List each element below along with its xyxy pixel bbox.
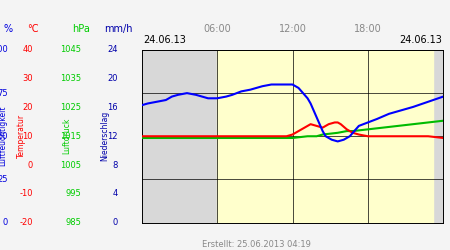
- Bar: [217, 50, 433, 222]
- Text: 18:00: 18:00: [354, 24, 382, 34]
- Text: 1025: 1025: [60, 103, 81, 112]
- Text: 40: 40: [22, 46, 33, 54]
- Text: 12: 12: [108, 132, 118, 141]
- Text: 0: 0: [112, 218, 118, 227]
- Text: 100: 100: [0, 46, 8, 54]
- Text: 1005: 1005: [60, 160, 81, 170]
- Text: 20: 20: [108, 74, 118, 83]
- Text: 4: 4: [112, 189, 118, 198]
- Text: 985: 985: [65, 218, 81, 227]
- Text: 995: 995: [65, 189, 81, 198]
- Text: 10: 10: [22, 132, 33, 141]
- Text: 1035: 1035: [60, 74, 81, 83]
- Text: 24: 24: [108, 46, 118, 54]
- Text: 1045: 1045: [60, 46, 81, 54]
- Text: 50: 50: [0, 132, 8, 141]
- Text: 0: 0: [27, 160, 33, 170]
- Text: 75: 75: [0, 88, 8, 98]
- Text: 06:00: 06:00: [203, 24, 231, 34]
- Text: 24.06.13: 24.06.13: [399, 35, 442, 45]
- Text: °C: °C: [27, 24, 39, 34]
- Text: 8: 8: [112, 160, 118, 170]
- Text: 12:00: 12:00: [279, 24, 306, 34]
- Text: Luftfeuchtigkeit: Luftfeuchtigkeit: [0, 106, 7, 166]
- Text: 30: 30: [22, 74, 33, 83]
- Text: 0: 0: [3, 218, 8, 227]
- Text: -10: -10: [19, 189, 33, 198]
- Text: Niederschlag: Niederschlag: [100, 111, 109, 162]
- Text: -20: -20: [19, 218, 33, 227]
- Text: %: %: [4, 24, 13, 34]
- Text: mm/h: mm/h: [104, 24, 132, 34]
- Text: 16: 16: [107, 103, 118, 112]
- Text: Luftdruck: Luftdruck: [62, 118, 71, 154]
- Text: Erstellt: 25.06.2013 04:19: Erstellt: 25.06.2013 04:19: [202, 240, 311, 249]
- Text: hPa: hPa: [72, 24, 90, 34]
- Text: Temperatur: Temperatur: [17, 114, 26, 158]
- Text: 24.06.13: 24.06.13: [143, 35, 186, 45]
- Text: 25: 25: [0, 175, 8, 184]
- Text: 20: 20: [22, 103, 33, 112]
- Text: 1015: 1015: [60, 132, 81, 141]
